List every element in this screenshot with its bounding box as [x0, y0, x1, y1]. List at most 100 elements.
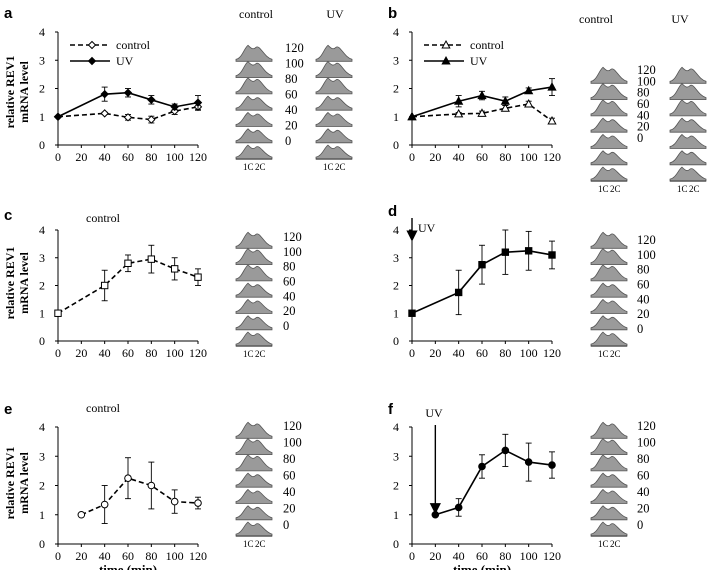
y-tick-label: 3: [39, 449, 45, 463]
y-tick-label: 4: [393, 223, 399, 237]
series-values: [431, 433, 556, 519]
histogram-trace: [590, 83, 628, 100]
legend-label: UV: [470, 54, 488, 68]
data-point: [147, 95, 156, 105]
histogram-trace: [315, 77, 353, 95]
histogram-trace: [590, 421, 628, 439]
histogram-trace: [235, 282, 273, 298]
x-tick-label: 80: [499, 150, 511, 164]
panel-letter: a: [4, 5, 13, 22]
panel-letter: b: [388, 5, 397, 22]
histogram-time-label: 20: [283, 502, 296, 516]
histogram-trace: [669, 166, 707, 182]
data-point: [147, 481, 156, 490]
histogram-trace: [590, 488, 628, 504]
y-tick-label: 2: [393, 82, 399, 96]
histogram-trace: [235, 488, 273, 504]
series-UV: [53, 86, 203, 121]
data-point: [524, 247, 533, 255]
histogram-time-label: 40: [637, 292, 650, 306]
histogram-time-label: 0: [637, 322, 643, 336]
ploidy-label-1c: 1C: [677, 184, 688, 194]
data-point: [100, 281, 109, 290]
y-tick-label: 3: [39, 53, 45, 67]
data-point: [124, 474, 132, 482]
data-point: [500, 96, 510, 105]
x-tick-label: 100: [520, 549, 538, 563]
histogram-stack: control 1C 2C: [235, 7, 274, 172]
x-tick-label: 40: [453, 346, 465, 360]
data-point: [548, 461, 556, 469]
y-tick-label: 2: [39, 279, 45, 293]
y-tick-label: 1: [393, 306, 399, 320]
histogram-trace: [590, 298, 628, 314]
x-tick-label: 120: [543, 549, 561, 563]
y-axis-label: relative REV1mRNA level: [3, 56, 31, 129]
x-tick-label: 60: [476, 150, 488, 164]
data-point: [100, 500, 109, 509]
data-point: [54, 309, 62, 317]
x-tick-label: 40: [99, 150, 111, 164]
data-point: [524, 98, 534, 108]
histogram-time-label: 0: [285, 134, 291, 148]
data-point: [77, 510, 86, 519]
data-point: [524, 458, 533, 466]
data-point: [501, 446, 510, 455]
y-axis-label: relative REV1mRNA level: [3, 247, 31, 320]
histogram-trace: [235, 331, 273, 347]
histogram-trace: [590, 315, 628, 331]
histogram-trace: [590, 521, 628, 537]
x-tick-label: 0: [409, 150, 415, 164]
x-tick-label: 0: [55, 150, 61, 164]
data-point: [170, 265, 179, 273]
y-tick-label: 2: [393, 479, 399, 493]
histogram-time-label: 40: [283, 485, 296, 499]
histogram-trace: [590, 505, 628, 521]
x-tick-label: 20: [75, 150, 87, 164]
x-tick-label: 80: [145, 549, 157, 563]
data-point: [123, 88, 133, 97]
series-line: [81, 477, 199, 516]
x-tick-label: 120: [189, 346, 207, 360]
ploidy-label-2c: 2C: [610, 184, 621, 194]
series-control: [407, 98, 557, 125]
ploidy-label-1c: 1C: [243, 162, 254, 172]
data-point: [441, 39, 451, 49]
y-tick-label: 4: [39, 25, 45, 39]
y-tick-label: 0: [393, 138, 399, 152]
histogram-time-label: 60: [637, 97, 650, 111]
panel-letter: d: [388, 203, 397, 220]
histogram-trace: [235, 144, 273, 160]
x-tick-label: 40: [453, 549, 465, 563]
data-point: [441, 55, 451, 65]
histogram-trace: [235, 44, 273, 62]
legend-label: control: [470, 38, 505, 52]
x-tick-label: 120: [189, 549, 207, 563]
data-point: [501, 248, 510, 256]
histogram-trace: [235, 521, 273, 537]
histogram-time-label: 60: [283, 275, 296, 289]
x-tick-label: 40: [99, 346, 111, 360]
histogram-time-label: 100: [285, 57, 304, 71]
y-tick-label: 3: [393, 53, 399, 67]
x-tick-label: 120: [543, 150, 561, 164]
x-tick-label: 0: [409, 346, 415, 360]
y-tick-label: 1: [39, 306, 45, 320]
data-point: [87, 40, 97, 50]
ploidy-label-1c: 1C: [243, 539, 254, 549]
histogram-time-label: 0: [637, 518, 643, 532]
histogram-trace: [590, 166, 628, 182]
x-tick-label: 80: [499, 549, 511, 563]
x-tick-label: 100: [166, 549, 184, 563]
histogram-trace: [235, 472, 273, 488]
x-tick-label: 80: [145, 150, 157, 164]
histogram-time-label: 100: [637, 436, 656, 450]
panel-letter: f: [388, 401, 394, 418]
data-point: [500, 103, 510, 112]
ploidy-label-1c: 1C: [598, 184, 609, 194]
histogram-trace: [590, 282, 628, 298]
histogram-column-label: UV: [671, 12, 689, 26]
